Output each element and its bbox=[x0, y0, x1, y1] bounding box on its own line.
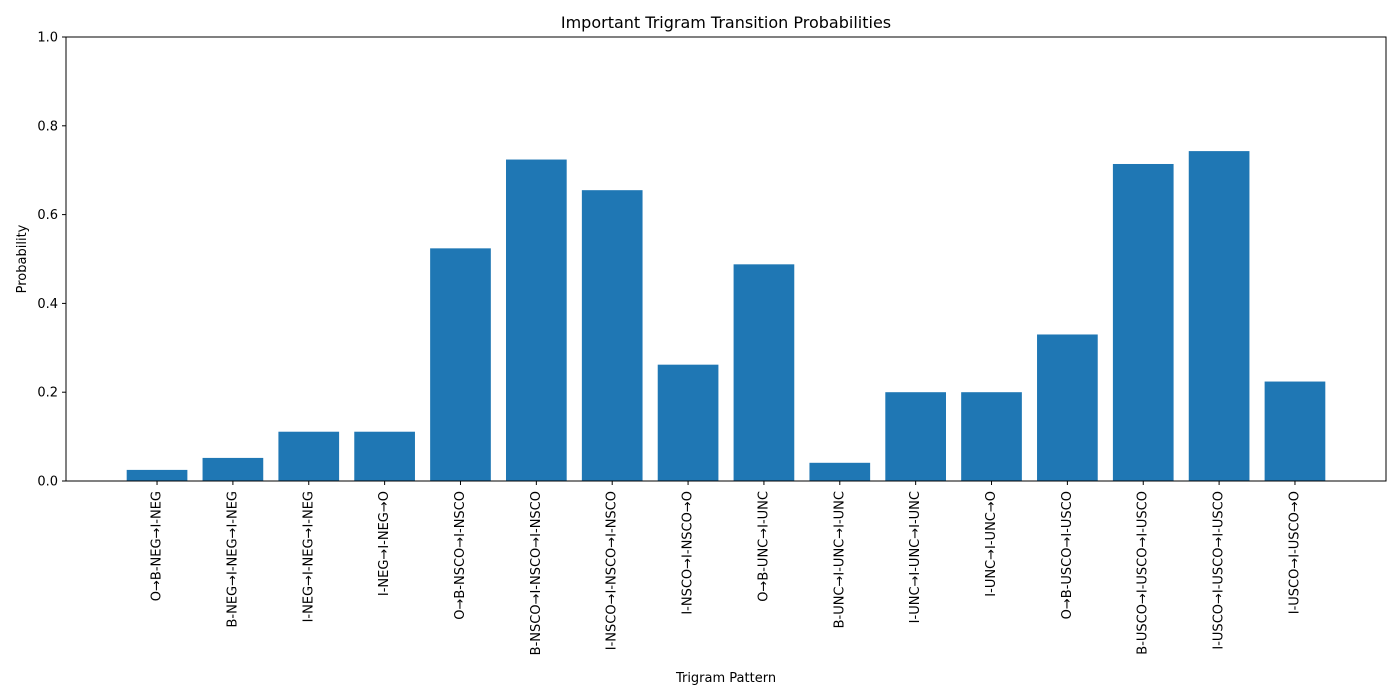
x-tick-label-14: I-USCO→I-USCO→I-USCO bbox=[1212, 491, 1227, 650]
bar-6 bbox=[581, 190, 643, 481]
y-tick-label-4: 0.8 bbox=[37, 119, 58, 134]
x-axis-label: Trigram Pattern bbox=[675, 671, 776, 686]
x-tick-label-2: I-NEG→I-NEG→I-NEG bbox=[301, 491, 316, 622]
bar-0 bbox=[126, 469, 188, 481]
x-tick-label-7: I-NSCO→I-NSCO→O bbox=[681, 491, 696, 615]
bar-10 bbox=[885, 392, 946, 481]
y-tick-label-1: 0.2 bbox=[37, 386, 58, 401]
x-tick-label-12: O→B-USCO→I-USCO bbox=[1060, 491, 1075, 619]
x-tick-label-0: O→B-NEG→I-NEG bbox=[150, 491, 165, 601]
bar-13 bbox=[1112, 163, 1174, 481]
y-tick-label-0: 0.0 bbox=[37, 475, 58, 490]
plot-frame bbox=[65, 36, 1387, 482]
x-tick-label-9: B-UNC→I-UNC→I-UNC bbox=[832, 491, 847, 628]
x-tick-label-15: I-USCO→I-USCO→O bbox=[1287, 491, 1302, 614]
bar-2 bbox=[278, 431, 340, 481]
chart-title: Important Trigram Transition Probabiliti… bbox=[561, 13, 891, 32]
bars-group bbox=[126, 151, 1326, 481]
bar-8 bbox=[733, 264, 795, 481]
x-tick-label-11: I-UNC→I-UNC→O bbox=[984, 491, 999, 597]
x-tick-label-5: B-NSCO→I-NSCO→I-NSCO bbox=[529, 491, 544, 655]
bar-7 bbox=[657, 364, 719, 481]
x-tick-label-8: O→B-UNC→I-UNC bbox=[756, 491, 771, 602]
x-tick-label-6: I-NSCO→I-NSCO→I-NSCO bbox=[605, 491, 620, 650]
x-axis: O→B-NEG→I-NEG B-NEG→I-NEG→I-NEG I-NEG→I-NE… bbox=[150, 481, 1302, 655]
y-tick-label-2: 0.4 bbox=[37, 297, 58, 312]
bar-11 bbox=[961, 392, 1022, 481]
x-tick-label-4: O→B-NSCO→I-NSCO bbox=[453, 491, 468, 620]
y-axis: 0.0 0.2 0.4 0.6 0.8 1.0 bbox=[37, 31, 66, 490]
bar-14 bbox=[1188, 151, 1250, 481]
bar-5 bbox=[506, 159, 567, 481]
bar-12 bbox=[1037, 334, 1098, 481]
y-tick-label-5: 1.0 bbox=[37, 31, 58, 46]
bar-4 bbox=[430, 248, 491, 481]
x-tick-label-3: I-NEG→I-NEG→O bbox=[377, 491, 392, 596]
x-tick-label-13: B-USCO→I-USCO→I-USCO bbox=[1136, 491, 1151, 655]
x-tick-label-10: I-UNC→I-UNC→I-UNC bbox=[908, 491, 923, 623]
bar-9 bbox=[809, 462, 871, 481]
x-tick-label-1: B-NEG→I-NEG→I-NEG bbox=[225, 491, 240, 627]
bar-1 bbox=[202, 457, 264, 481]
bar-15 bbox=[1264, 381, 1326, 481]
bar-3 bbox=[354, 431, 415, 481]
y-axis-label: Probability bbox=[15, 224, 30, 293]
y-tick-label-3: 0.6 bbox=[37, 208, 58, 223]
